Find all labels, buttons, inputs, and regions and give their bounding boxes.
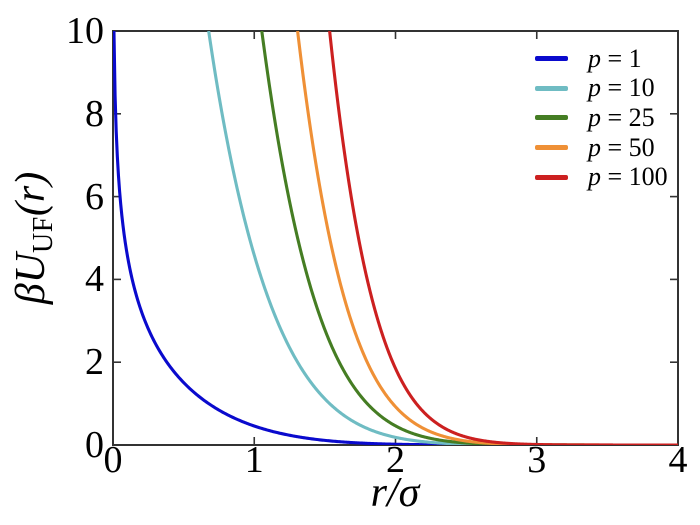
y-tick-label-10: 10 [66, 10, 104, 52]
x-tick-label-0: 0 [103, 439, 123, 481]
x-tick-label-2: 2 [386, 439, 405, 481]
y-axis-label-suffix: (r) [8, 171, 54, 217]
legend-label: p = 25 [588, 102, 655, 132]
x-axis-label: r/σ [370, 470, 420, 516]
legend-swatch [535, 115, 568, 121]
curve-p-25 [260, 31, 678, 445]
y-tick-label-6: 6 [85, 175, 104, 218]
y-tick-label-8: 8 [85, 92, 104, 135]
y-tick-label-4: 4 [85, 258, 104, 301]
legend-swatch [535, 174, 568, 180]
legend-label: p = 100 [588, 162, 668, 192]
legend-swatch [535, 56, 568, 62]
y-tick-label-0: 0 [85, 424, 104, 466]
x-tick-label-1: 1 [244, 439, 264, 481]
curve-p-10 [207, 31, 678, 445]
x-tick-label-4: 4 [668, 439, 688, 481]
legend-label: p = 10 [588, 73, 655, 103]
y-axis-label-subscript: UF [28, 216, 59, 253]
legend-item-p-25: p = 25 [535, 103, 668, 133]
y-tick-label-2: 2 [85, 341, 104, 384]
y-axis-label-prefix: βU [8, 252, 54, 305]
legend-item-p-100: p = 100 [535, 162, 668, 192]
legend-item-p-10: p = 10 [535, 74, 668, 104]
legend-item-p-50: p = 50 [535, 133, 668, 163]
curve-p-100 [328, 31, 678, 445]
legend-item-p-1: p = 1 [535, 44, 668, 74]
legend-label: p = 50 [588, 132, 655, 162]
x-tick-label-3: 3 [527, 439, 547, 481]
legend-label: p = 1 [588, 43, 642, 73]
curve-p-1 [113, 31, 678, 445]
legend-swatch [535, 145, 568, 151]
y-axis-label: βUUF(r) [8, 171, 59, 305]
legend-swatch [535, 85, 568, 91]
